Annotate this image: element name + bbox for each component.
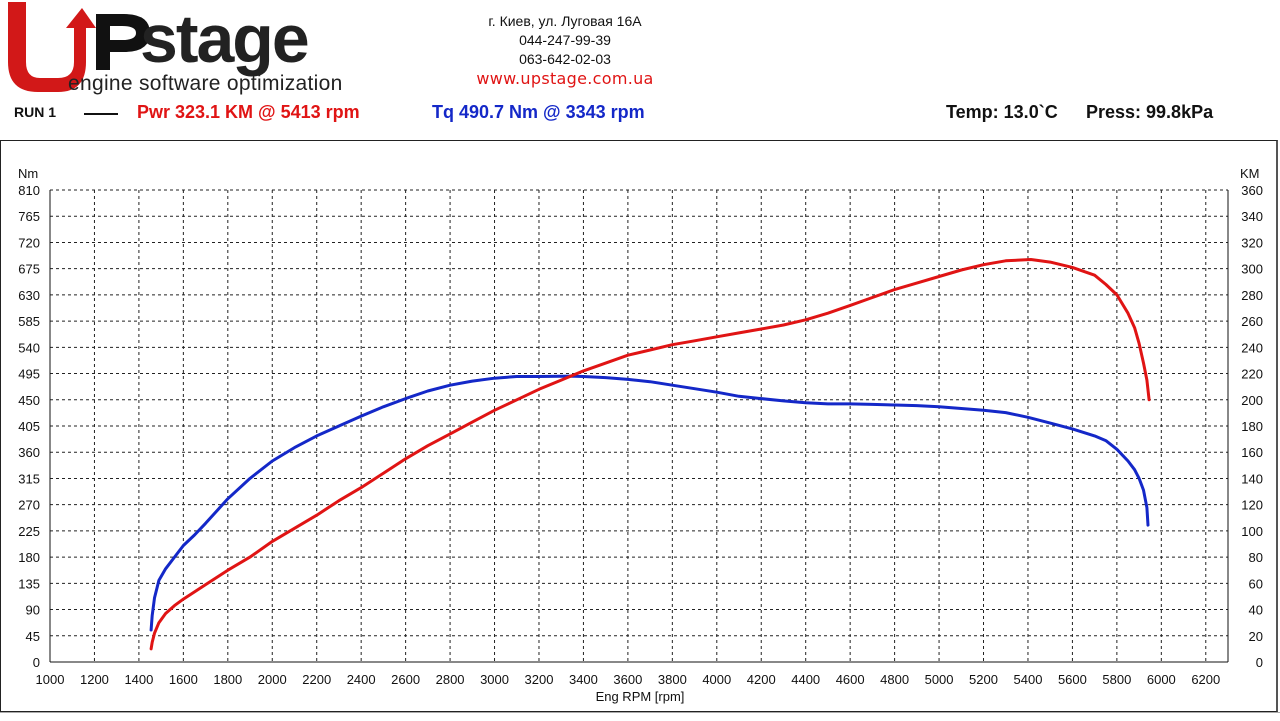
x-tick-label: 4400 xyxy=(791,672,820,687)
y-left-tick-label: 495 xyxy=(18,367,40,382)
series xyxy=(149,258,1151,651)
phone-1: 044-247-99-39 xyxy=(519,32,611,48)
y-left-tick-label: 270 xyxy=(18,498,40,513)
y-right-tick-label: 140 xyxy=(1241,471,1263,486)
y-right-tick-label: 180 xyxy=(1241,419,1263,434)
x-tick-label: 3000 xyxy=(480,672,509,687)
y-left-tick-label: 225 xyxy=(18,524,40,539)
upstage-logo: stage engine software optimization xyxy=(8,1,343,95)
y-right-tick-label: 300 xyxy=(1241,262,1263,277)
x-tick-label: 1000 xyxy=(36,672,65,687)
website-link[interactable]: www.upstage.com.ua xyxy=(476,69,654,88)
y-right-tick-label: 60 xyxy=(1249,576,1263,591)
y-right-tick-label: 240 xyxy=(1241,340,1263,355)
y-left-tick-label: 180 xyxy=(18,550,40,565)
y-right-tick-label: 260 xyxy=(1241,314,1263,329)
torque-readout: Tq 490.7 Nm @ 3343 rpm xyxy=(432,102,645,122)
y-right-tick-label: 220 xyxy=(1241,367,1263,382)
x-tick-label: 1400 xyxy=(124,672,153,687)
address: г. Киев, ул. Луговая 16А xyxy=(488,13,642,29)
axes: 1000 1200 1400 1600 1800 2000 2200 2400 2600 2800… xyxy=(18,183,1263,687)
y-right-tick-label: 100 xyxy=(1241,524,1263,539)
x-tick-label: 2600 xyxy=(391,672,420,687)
logo-p-mark xyxy=(96,14,150,70)
y-right-tick-label: 160 xyxy=(1241,445,1263,460)
y-left-tick-label: 765 xyxy=(18,209,40,224)
y-right-tick-label: 280 xyxy=(1241,288,1263,303)
x-tick-label: 5800 xyxy=(1102,672,1131,687)
x-tick-label: 2000 xyxy=(258,672,287,687)
x-tick-label: 6000 xyxy=(1147,672,1176,687)
x-tick-label: 2200 xyxy=(302,672,331,687)
y-right-tick-label: 40 xyxy=(1249,603,1263,618)
x-tick-label: 1600 xyxy=(169,672,198,687)
x-tick-label: 4600 xyxy=(836,672,865,687)
logo-u-mark xyxy=(8,2,96,92)
pressure-readout: Press: 99.8kPa xyxy=(1086,102,1214,122)
y-left-tick-label: 90 xyxy=(26,603,40,618)
dyno-chart: 1000 1200 1400 1600 1800 2000 2200 2400 2600 2800… xyxy=(18,166,1263,704)
x-tick-label: 5200 xyxy=(969,672,998,687)
power-curve xyxy=(149,258,1151,651)
y-left-tick-label: 135 xyxy=(18,576,40,591)
y-right-tick-label: 200 xyxy=(1241,393,1263,408)
y-left-tick-label: 585 xyxy=(18,314,40,329)
y-axis-left-label: Nm xyxy=(18,166,38,181)
x-axis-label: Eng RPM [rpm] xyxy=(596,689,685,704)
y-axis-right-label: KM xyxy=(1240,166,1260,181)
x-tick-label: 4800 xyxy=(880,672,909,687)
y-left-tick-label: 810 xyxy=(18,183,40,198)
x-tick-label: 3200 xyxy=(525,672,554,687)
power-readout: Pwr 323.1 KM @ 5413 rpm xyxy=(137,102,360,122)
x-tick-label: 5600 xyxy=(1058,672,1087,687)
y-right-tick-label: 360 xyxy=(1241,183,1263,198)
y-left-tick-label: 630 xyxy=(18,288,40,303)
y-right-tick-label: 0 xyxy=(1256,655,1263,670)
y-left-tick-label: 405 xyxy=(18,419,40,434)
y-left-tick-label: 315 xyxy=(18,471,40,486)
y-left-tick-label: 720 xyxy=(18,235,40,250)
logo-tagline: engine software optimization xyxy=(68,72,343,95)
bottom-strip xyxy=(0,712,1280,721)
x-tick-label: 1800 xyxy=(213,672,242,687)
y-left-tick-label: 540 xyxy=(18,340,40,355)
y-right-tick-label: 320 xyxy=(1241,235,1263,250)
y-left-tick-label: 450 xyxy=(18,393,40,408)
run-label: RUN 1 xyxy=(14,104,57,120)
y-right-tick-label: 20 xyxy=(1249,629,1263,644)
x-tick-label: 2800 xyxy=(436,672,465,687)
torque-curve xyxy=(149,374,1150,632)
temperature-readout: Temp: 13.0`C xyxy=(946,102,1058,122)
run-readout-bar: RUN 1 Pwr 323.1 KM @ 5413 rpm Tq 490.7 N… xyxy=(0,98,1280,128)
x-tick-label: 3600 xyxy=(613,672,642,687)
phone-2: 063-642-02-03 xyxy=(519,51,611,67)
x-tick-label: 4200 xyxy=(747,672,776,687)
logo-wordmark: stage xyxy=(140,1,308,77)
y-left-tick-label: 45 xyxy=(26,629,40,644)
x-tick-label: 3400 xyxy=(569,672,598,687)
chart-frame xyxy=(0,140,1278,712)
y-left-tick-label: 360 xyxy=(18,445,40,460)
x-tick-label: 5400 xyxy=(1014,672,1043,687)
x-tick-label: 2400 xyxy=(347,672,376,687)
grid xyxy=(49,189,1228,663)
y-left-tick-label: 0 xyxy=(33,655,40,670)
x-tick-label: 6200 xyxy=(1191,672,1220,687)
x-tick-label: 5000 xyxy=(925,672,954,687)
x-tick-label: 4000 xyxy=(702,672,731,687)
y-right-tick-label: 80 xyxy=(1249,550,1263,565)
y-left-tick-label: 675 xyxy=(18,262,40,277)
contact-block: г. Киев, ул. Луговая 16А 044-247-99-39 0… xyxy=(430,12,700,88)
run-line-swatch xyxy=(84,113,118,115)
y-right-tick-label: 340 xyxy=(1241,209,1263,224)
x-tick-label: 1200 xyxy=(80,672,109,687)
x-tick-label: 3800 xyxy=(658,672,687,687)
y-right-tick-label: 120 xyxy=(1241,498,1263,513)
